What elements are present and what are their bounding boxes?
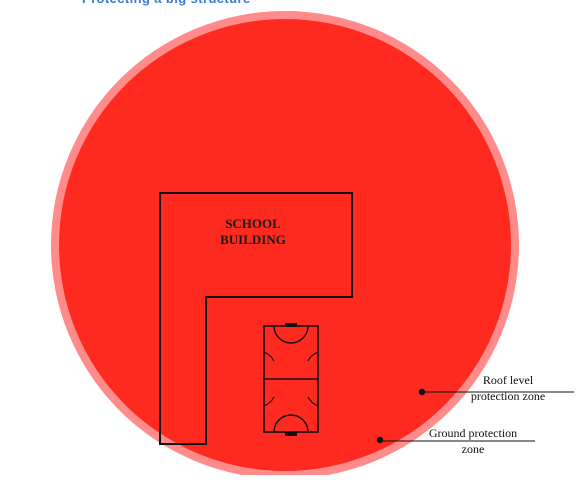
roof-zone-callout-marker: [418, 388, 574, 396]
court-right-top-curve: [307, 351, 319, 362]
roof-zone-label: Roof level protection zone: [448, 372, 568, 404]
building-label: SCHOOL BUILDING: [198, 216, 308, 248]
roof-zone-marker-dot: [418, 388, 426, 396]
court-bottom-goal: [285, 432, 297, 436]
court-top-goal: [285, 323, 297, 327]
ground-zone-marker-dot: [376, 436, 384, 444]
ground-zone-label-line-2: zone: [461, 442, 485, 456]
sports-court: [263, 323, 319, 436]
court-bottom-arc: [273, 414, 309, 433]
roof-zone-label-line-1: Roof level: [482, 373, 534, 387]
school-building-outline: [159, 192, 353, 445]
roof-zone-label-line-2: protection zone: [470, 389, 546, 403]
building-label-line-2: BUILDING: [220, 232, 286, 247]
court-left-top-curve: [263, 351, 275, 362]
ground-zone-label-line-1: Ground protection: [428, 426, 518, 440]
ground-zone-label: Ground protection zone: [404, 425, 542, 457]
diagram-title: Protecting a big structure: [82, 0, 502, 9]
ground-zone-callout-marker: [376, 436, 535, 444]
building-label-line-1: SCHOOL: [225, 216, 281, 231]
roof-level-protection-zone: [59, 19, 511, 471]
court-top-arc: [273, 325, 309, 344]
court-right-bottom-curve: [307, 396, 319, 407]
court-left-bottom-curve: [263, 396, 275, 407]
